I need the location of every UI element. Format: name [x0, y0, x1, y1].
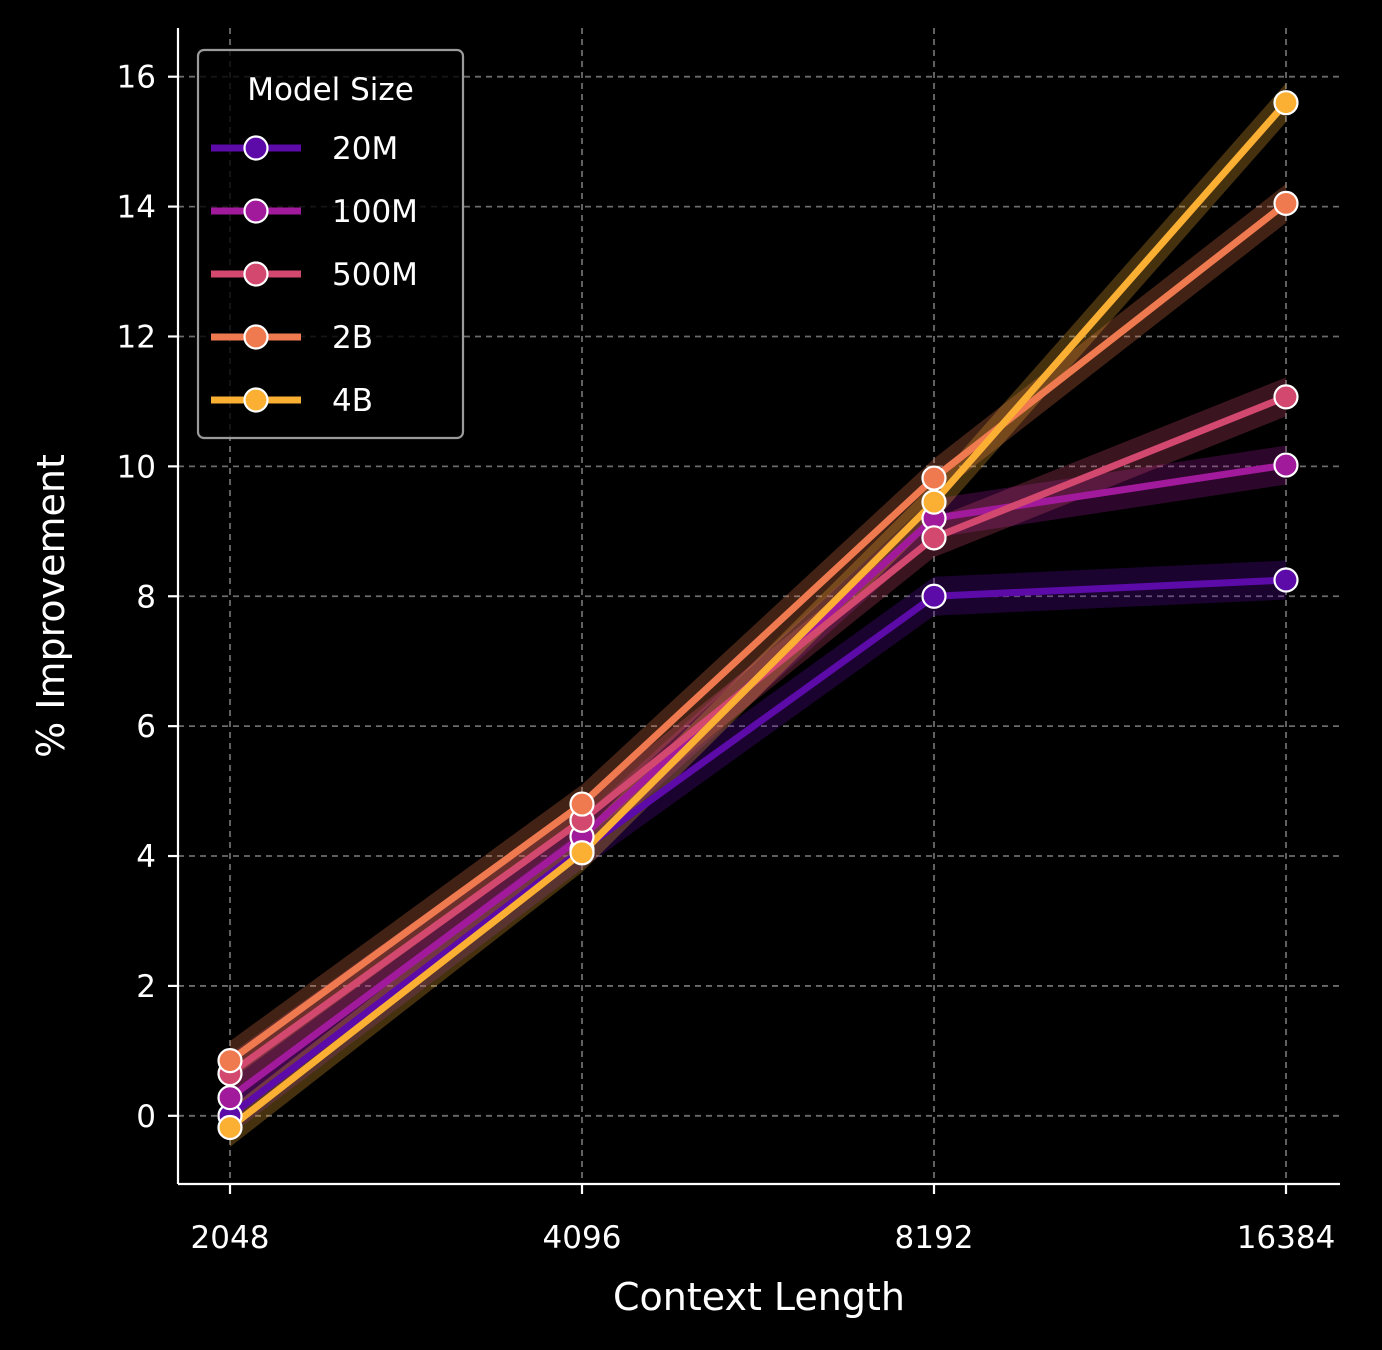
confidence-band-500M [230, 377, 1286, 1094]
x-axis-ticks: 2048 4096 8192 16384 [191, 1184, 1336, 1256]
legend-label: 20M [332, 131, 398, 167]
legend-items: 20M 100M 500M 2B 4B [211, 131, 418, 419]
data-point-20M-8192 [921, 583, 947, 609]
legend-marker-500M [243, 261, 269, 287]
data-point-4B-2048 [217, 1114, 243, 1141]
series-line-4B [226, 99, 1290, 1131]
y-tick-label: 14 [117, 190, 156, 226]
data-point-20M-16384 [1273, 567, 1299, 593]
legend: Model Size 20M 100M 500M 2B 4B [196, 48, 465, 440]
y-tick-label: 2 [136, 969, 156, 1005]
data-point-4B-4096 [569, 840, 595, 866]
legend-label: 4B [332, 383, 373, 419]
x-tick-label: 8192 [895, 1220, 974, 1256]
y-tick-label: 6 [136, 709, 156, 745]
data-point-2B-16384 [1273, 190, 1299, 216]
data-point-2B-8192 [921, 465, 947, 491]
legend-title: Model Size [247, 72, 414, 108]
data-point-4B-16384 [1273, 90, 1299, 116]
data-point-2B-2048 [217, 1048, 243, 1074]
legend-label: 100M [332, 194, 418, 230]
legend-box [196, 48, 465, 440]
axes [176, 28, 1340, 1186]
x-tick-label: 2048 [191, 1220, 270, 1256]
x-tick-label: 16384 [1237, 1220, 1336, 1256]
y-tick-label: 8 [136, 579, 156, 615]
x-tick-label: 4096 [543, 1220, 622, 1256]
legend-label: 500M [332, 257, 418, 293]
series-lines [226, 99, 1290, 1131]
data-point-4B-8192 [921, 489, 947, 515]
series-line-2B [226, 199, 1290, 1065]
legend-marker-4B [243, 387, 269, 413]
y-tick-label: 4 [136, 839, 156, 875]
y-tick-label: 0 [136, 1099, 156, 1135]
legend-marker-2B [243, 324, 269, 350]
series-markers [217, 90, 1299, 1141]
y-tick-label: 16 [117, 60, 156, 96]
legend-label: 2B [332, 320, 373, 356]
grid [178, 28, 1340, 1184]
y-axis-ticks: 0 2 4 6 8 10 12 14 16 [117, 60, 178, 1135]
y-tick-label: 10 [117, 449, 156, 485]
y-tick-label: 12 [117, 319, 156, 355]
legend-marker-100M [243, 198, 269, 224]
data-point-100M-2048 [217, 1085, 243, 1111]
data-point-100M-16384 [1273, 452, 1299, 478]
data-point-500M-8192 [921, 525, 947, 551]
series-line-20M [226, 576, 1290, 1120]
x-axis-title: Context Length [613, 1275, 905, 1319]
data-point-2B-4096 [569, 791, 595, 817]
confidence-band-4B [230, 83, 1286, 1147]
y-axis-title: % Improvement [29, 454, 73, 758]
legend-marker-20M [243, 135, 269, 161]
data-point-500M-16384 [1273, 384, 1299, 410]
